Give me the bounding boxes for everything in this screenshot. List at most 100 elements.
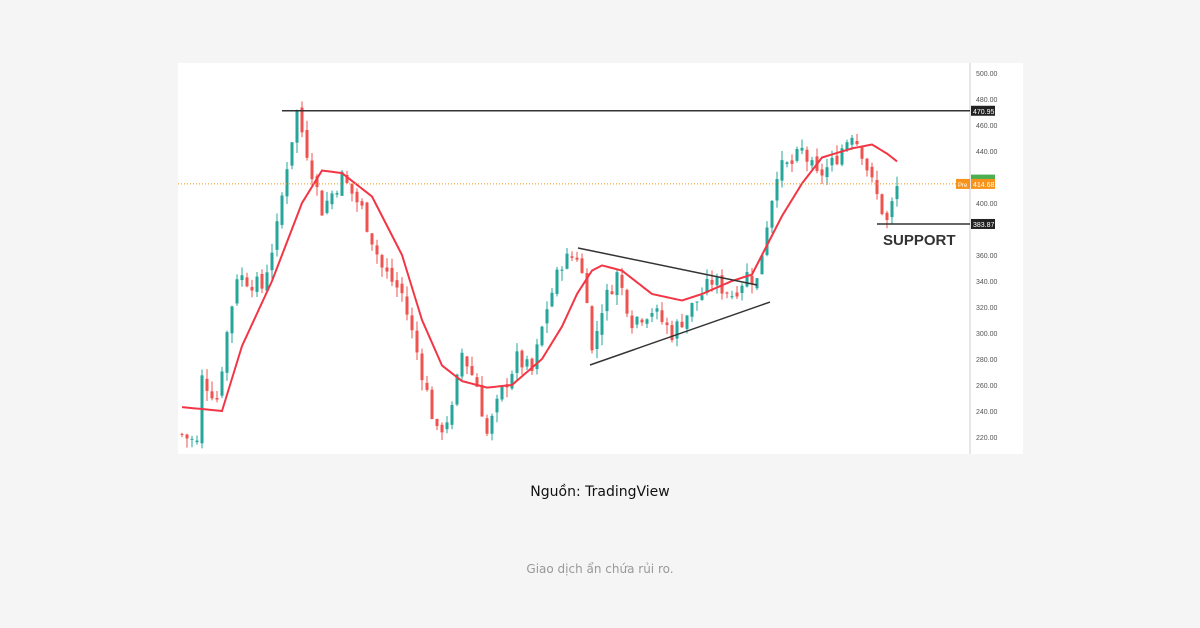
candle-body (415, 330, 419, 353)
candle-body (795, 148, 799, 161)
current-price-tag-text: 414.68 (973, 182, 995, 189)
support-label: SUPPORT (883, 232, 956, 249)
pre-tag-text: Pre (958, 183, 968, 189)
y-tick-label: 480.00 (976, 97, 998, 104)
candle-body (875, 180, 879, 195)
candle-body (880, 194, 884, 215)
candle-body (860, 146, 864, 159)
candle-body (835, 155, 839, 165)
candle-body (655, 308, 659, 312)
candle-body (735, 292, 739, 297)
candle-body (850, 137, 854, 145)
moving-average-line (181, 143, 898, 413)
candle-body (450, 404, 454, 425)
candle-body (760, 255, 764, 275)
candle-body (410, 315, 414, 331)
candle-body (725, 292, 729, 294)
candle-body (660, 310, 664, 322)
candle-body (855, 140, 859, 145)
candle-body (870, 166, 874, 178)
current-price-tag (971, 178, 995, 189)
candle-body (670, 325, 674, 341)
candle-body (490, 415, 494, 434)
candle-body (745, 272, 749, 287)
y-tick-label: 460.00 (976, 123, 998, 130)
candle-body (225, 332, 229, 373)
candle-body (295, 110, 299, 143)
candle-body (495, 398, 499, 413)
candle-body (555, 269, 559, 294)
candle-body (440, 424, 444, 433)
candlestick-chart: 500.00 480.00 460.00 440.00 400.00 360.00 340.… (178, 63, 1023, 454)
candle-body (710, 279, 714, 285)
candle-body (825, 167, 829, 178)
triangle-lower-line (589, 301, 771, 366)
candle-body (390, 267, 394, 282)
candle-body (895, 186, 899, 200)
candle-body (350, 183, 354, 194)
candle-body (645, 319, 649, 324)
y-tick-label: 440.00 (976, 149, 998, 156)
candle-body (230, 306, 234, 334)
candle-body (765, 227, 769, 255)
y-tick-label: 500.00 (976, 71, 998, 78)
candle-body (470, 366, 474, 375)
candle-body (395, 280, 399, 288)
candle-body (885, 212, 889, 221)
candle-body (315, 176, 319, 188)
candle-body (355, 191, 359, 203)
candle-body (605, 289, 609, 312)
candle-body (550, 292, 554, 307)
price-axis (970, 63, 1023, 454)
y-tick-label: 300.00 (976, 331, 998, 338)
source-caption: Nguồn: TradingView (530, 484, 670, 500)
candle-body (245, 277, 249, 287)
candle-body (690, 302, 694, 317)
candle-body (680, 321, 684, 328)
candle-body (750, 275, 754, 285)
candle-body (585, 273, 589, 304)
candle-body (865, 158, 869, 171)
candle-body (595, 330, 599, 349)
candle-body (625, 289, 629, 314)
candle-body (535, 344, 539, 370)
candle-body (755, 278, 759, 289)
candle-body (700, 295, 704, 300)
candle-body (580, 258, 584, 273)
candle-body (620, 274, 624, 288)
candle-body (220, 371, 224, 396)
candle-body (375, 245, 379, 255)
candle-body (715, 277, 719, 286)
candle-body (820, 169, 824, 176)
candle-body (640, 319, 644, 323)
support-price-tag-text: 383.87 (973, 222, 995, 229)
risk-disclaimer: Giao dịch ẩn chứa rủi ro. (526, 562, 674, 576)
candle-body (180, 433, 184, 435)
y-tick-label: 240.00 (976, 409, 998, 416)
candle-body (235, 279, 239, 304)
candle-body (525, 359, 529, 367)
candle-body (270, 252, 274, 271)
candle-body (365, 202, 369, 232)
candle-body (480, 384, 484, 417)
candle-body (300, 107, 304, 133)
candle-body (695, 301, 699, 303)
candle-body (275, 221, 279, 250)
candle-body (530, 358, 534, 371)
triangle-upper-line (577, 247, 758, 286)
candle-body (385, 267, 389, 272)
y-tick-label: 260.00 (976, 383, 998, 390)
candle-body (830, 157, 834, 166)
candle-body (635, 316, 639, 325)
candle-body (800, 147, 804, 151)
candle-body (890, 201, 894, 218)
candle-body (345, 174, 349, 183)
candle-body (360, 201, 364, 206)
y-tick-label: 280.00 (976, 357, 998, 364)
candle-body (340, 171, 344, 196)
candle-body (335, 193, 339, 195)
candle-body (380, 255, 384, 268)
candle-body (510, 373, 514, 389)
candle-body (810, 160, 814, 166)
candle-body (665, 322, 669, 326)
